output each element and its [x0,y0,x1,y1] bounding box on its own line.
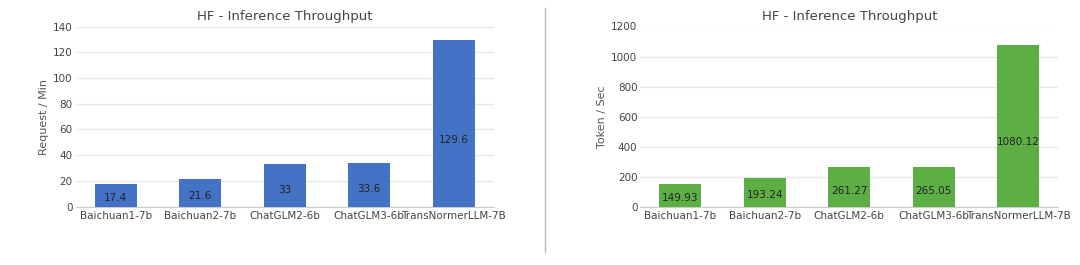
Text: 17.4: 17.4 [104,193,127,203]
Y-axis label: Request / Min: Request / Min [39,79,49,154]
Bar [659,184,701,207]
Bar [264,164,306,207]
Text: 265.05: 265.05 [916,186,951,196]
Text: 33: 33 [278,185,292,195]
Title: HF - Inference Throughput: HF - Inference Throughput [197,10,373,23]
Text: 193.24: 193.24 [746,190,783,200]
Bar [828,167,870,207]
Bar [95,184,137,207]
Text: 261.27: 261.27 [831,186,867,196]
Bar [348,164,390,207]
Text: 21.6: 21.6 [189,191,212,201]
Bar [179,179,221,207]
Text: 33.6: 33.6 [357,184,381,195]
Text: 129.6: 129.6 [438,135,469,145]
Bar [744,178,786,207]
Y-axis label: Token / Sec: Token / Sec [597,85,607,148]
Text: 149.93: 149.93 [662,193,699,203]
Title: HF - Inference Throughput: HF - Inference Throughput [761,10,937,23]
Bar [913,167,955,207]
Bar [997,45,1039,207]
Text: 1080.12: 1080.12 [997,137,1040,147]
Bar [433,40,475,207]
